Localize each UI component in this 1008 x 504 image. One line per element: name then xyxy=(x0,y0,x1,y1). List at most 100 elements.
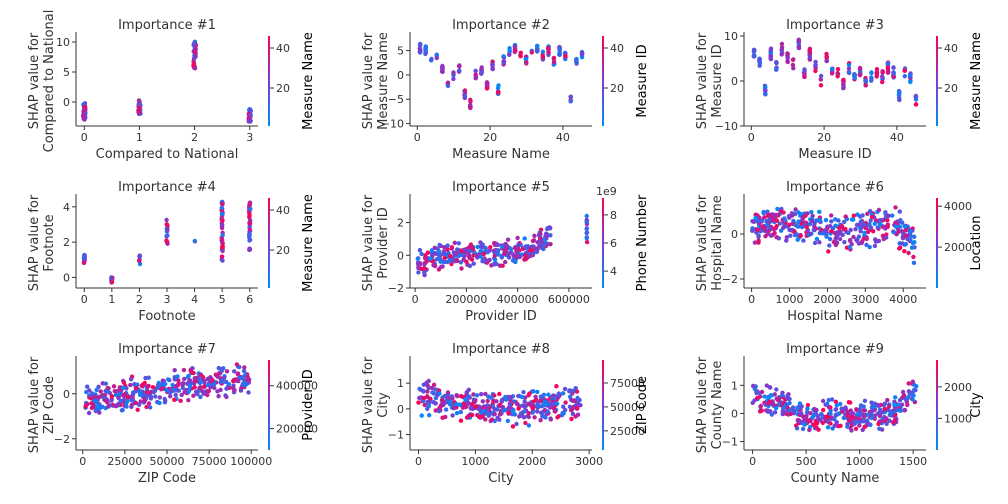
data-point xyxy=(116,394,121,400)
data-point xyxy=(911,393,916,398)
data-point xyxy=(522,409,527,414)
data-point xyxy=(492,262,497,267)
data-point xyxy=(437,256,442,261)
data-point xyxy=(833,399,839,404)
x-tick-label: 0 xyxy=(748,131,755,144)
data-point xyxy=(825,425,831,430)
x-tick-label: 0 xyxy=(749,455,756,468)
data-point xyxy=(136,98,142,104)
data-point xyxy=(473,68,478,74)
data-point xyxy=(897,97,902,103)
data-point xyxy=(82,253,87,258)
data-point xyxy=(801,238,806,243)
data-point xyxy=(445,243,450,248)
data-point xyxy=(851,217,856,222)
colorbar-label: ZIP Code xyxy=(635,376,650,434)
data-point xyxy=(534,249,539,255)
data-point xyxy=(497,263,503,268)
data-point xyxy=(799,411,804,416)
data-point xyxy=(793,233,798,238)
data-point xyxy=(425,383,430,388)
data-point xyxy=(201,384,207,389)
data-point xyxy=(885,224,890,230)
data-point xyxy=(211,382,217,387)
data-point xyxy=(220,233,225,238)
data-point xyxy=(164,387,169,393)
data-point xyxy=(170,382,175,388)
data-point xyxy=(862,424,867,430)
data-point xyxy=(522,399,527,404)
data-point xyxy=(903,397,908,402)
data-point xyxy=(474,393,480,398)
data-point xyxy=(168,394,173,399)
data-point xyxy=(551,59,557,64)
data-point xyxy=(850,414,855,419)
subplot-9: Importance #9 0 500 1000 1500 −1 0 1 County Name… xyxy=(695,342,984,486)
data-point xyxy=(455,247,460,252)
data-point xyxy=(752,240,758,245)
colorbar-offset-label: 1e9 xyxy=(596,185,617,198)
data-point xyxy=(808,411,813,416)
data-point xyxy=(419,251,424,257)
data-point xyxy=(542,237,547,242)
data-point xyxy=(121,380,127,385)
data-point xyxy=(518,50,523,55)
data-point xyxy=(761,210,766,216)
data-point xyxy=(440,415,445,420)
colorbar-tick-label: 40 xyxy=(276,204,290,217)
data-point xyxy=(807,427,812,433)
data-point xyxy=(843,214,848,219)
data-point xyxy=(838,423,843,428)
x-tick-label: 2000 xyxy=(813,293,841,306)
data-point xyxy=(193,47,198,52)
data-point xyxy=(796,38,802,43)
data-point xyxy=(829,219,834,224)
data-point xyxy=(480,259,485,264)
data-point xyxy=(458,394,464,399)
data-point xyxy=(750,219,755,224)
data-point xyxy=(843,226,848,232)
x-tick-label: 100000 xyxy=(230,455,272,468)
data-point xyxy=(448,254,453,259)
y-tick-label: 0 xyxy=(731,407,738,420)
data-point xyxy=(418,42,423,47)
data-point xyxy=(910,397,915,402)
data-point xyxy=(503,259,508,265)
data-point xyxy=(239,375,244,381)
data-point xyxy=(455,258,460,264)
data-point xyxy=(814,236,820,242)
data-point xyxy=(433,408,438,413)
data-point xyxy=(429,248,435,253)
y-axis-label: SHAP value for xyxy=(361,356,376,453)
data-point xyxy=(556,391,561,396)
data-point xyxy=(496,252,501,257)
data-point xyxy=(457,402,462,407)
data-point xyxy=(422,261,427,266)
colorbar xyxy=(936,360,938,450)
data-point xyxy=(213,372,218,377)
x-axis-label: Footnote xyxy=(138,309,195,324)
data-point xyxy=(223,379,228,385)
data-point xyxy=(248,112,253,118)
y-axis-label: SHAP value for xyxy=(27,356,42,453)
data-point xyxy=(182,389,187,395)
data-point xyxy=(434,52,439,57)
data-point xyxy=(440,64,445,70)
data-point xyxy=(788,411,793,417)
data-point xyxy=(563,407,568,413)
data-point xyxy=(893,205,898,210)
data-point xyxy=(205,388,210,394)
y-tick-label: 10 xyxy=(56,36,70,49)
data-point xyxy=(526,423,532,428)
data-point xyxy=(497,417,502,422)
data-point xyxy=(195,391,200,397)
data-point xyxy=(831,239,837,245)
data-point xyxy=(488,245,493,250)
colorbar-label: Measure Name xyxy=(969,32,984,130)
x-tick-label: 3000 xyxy=(851,293,879,306)
data-point xyxy=(507,401,513,406)
data-point xyxy=(82,104,88,110)
data-point xyxy=(492,257,498,262)
data-point xyxy=(466,413,471,419)
data-point xyxy=(178,398,183,403)
